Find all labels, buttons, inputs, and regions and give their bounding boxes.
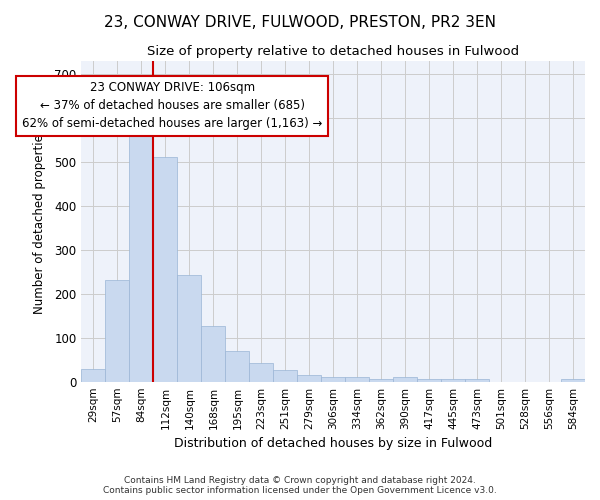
Bar bbox=[465, 380, 489, 382]
Bar bbox=[321, 378, 345, 382]
Text: 23 CONWAY DRIVE: 106sqm
← 37% of detached houses are smaller (685)
62% of semi-d: 23 CONWAY DRIVE: 106sqm ← 37% of detache… bbox=[22, 82, 322, 130]
Bar bbox=[297, 375, 321, 382]
X-axis label: Distribution of detached houses by size in Fulwood: Distribution of detached houses by size … bbox=[174, 437, 493, 450]
Bar bbox=[226, 351, 250, 382]
Bar bbox=[178, 275, 202, 382]
Bar bbox=[345, 378, 369, 382]
Text: Contains HM Land Registry data © Crown copyright and database right 2024.
Contai: Contains HM Land Registry data © Crown c… bbox=[103, 476, 497, 495]
Bar bbox=[274, 370, 297, 382]
Bar bbox=[417, 380, 441, 382]
Bar bbox=[154, 158, 178, 382]
Bar bbox=[82, 370, 106, 382]
Text: 23, CONWAY DRIVE, FULWOOD, PRESTON, PR2 3EN: 23, CONWAY DRIVE, FULWOOD, PRESTON, PR2 … bbox=[104, 15, 496, 30]
Bar bbox=[106, 280, 130, 382]
Bar bbox=[393, 378, 417, 382]
Bar bbox=[202, 326, 226, 382]
Bar bbox=[441, 380, 465, 382]
Y-axis label: Number of detached properties: Number of detached properties bbox=[33, 128, 46, 314]
Bar bbox=[369, 380, 393, 382]
Bar bbox=[561, 380, 585, 382]
Bar bbox=[250, 363, 274, 382]
Title: Size of property relative to detached houses in Fulwood: Size of property relative to detached ho… bbox=[147, 45, 520, 58]
Bar bbox=[130, 130, 154, 382]
